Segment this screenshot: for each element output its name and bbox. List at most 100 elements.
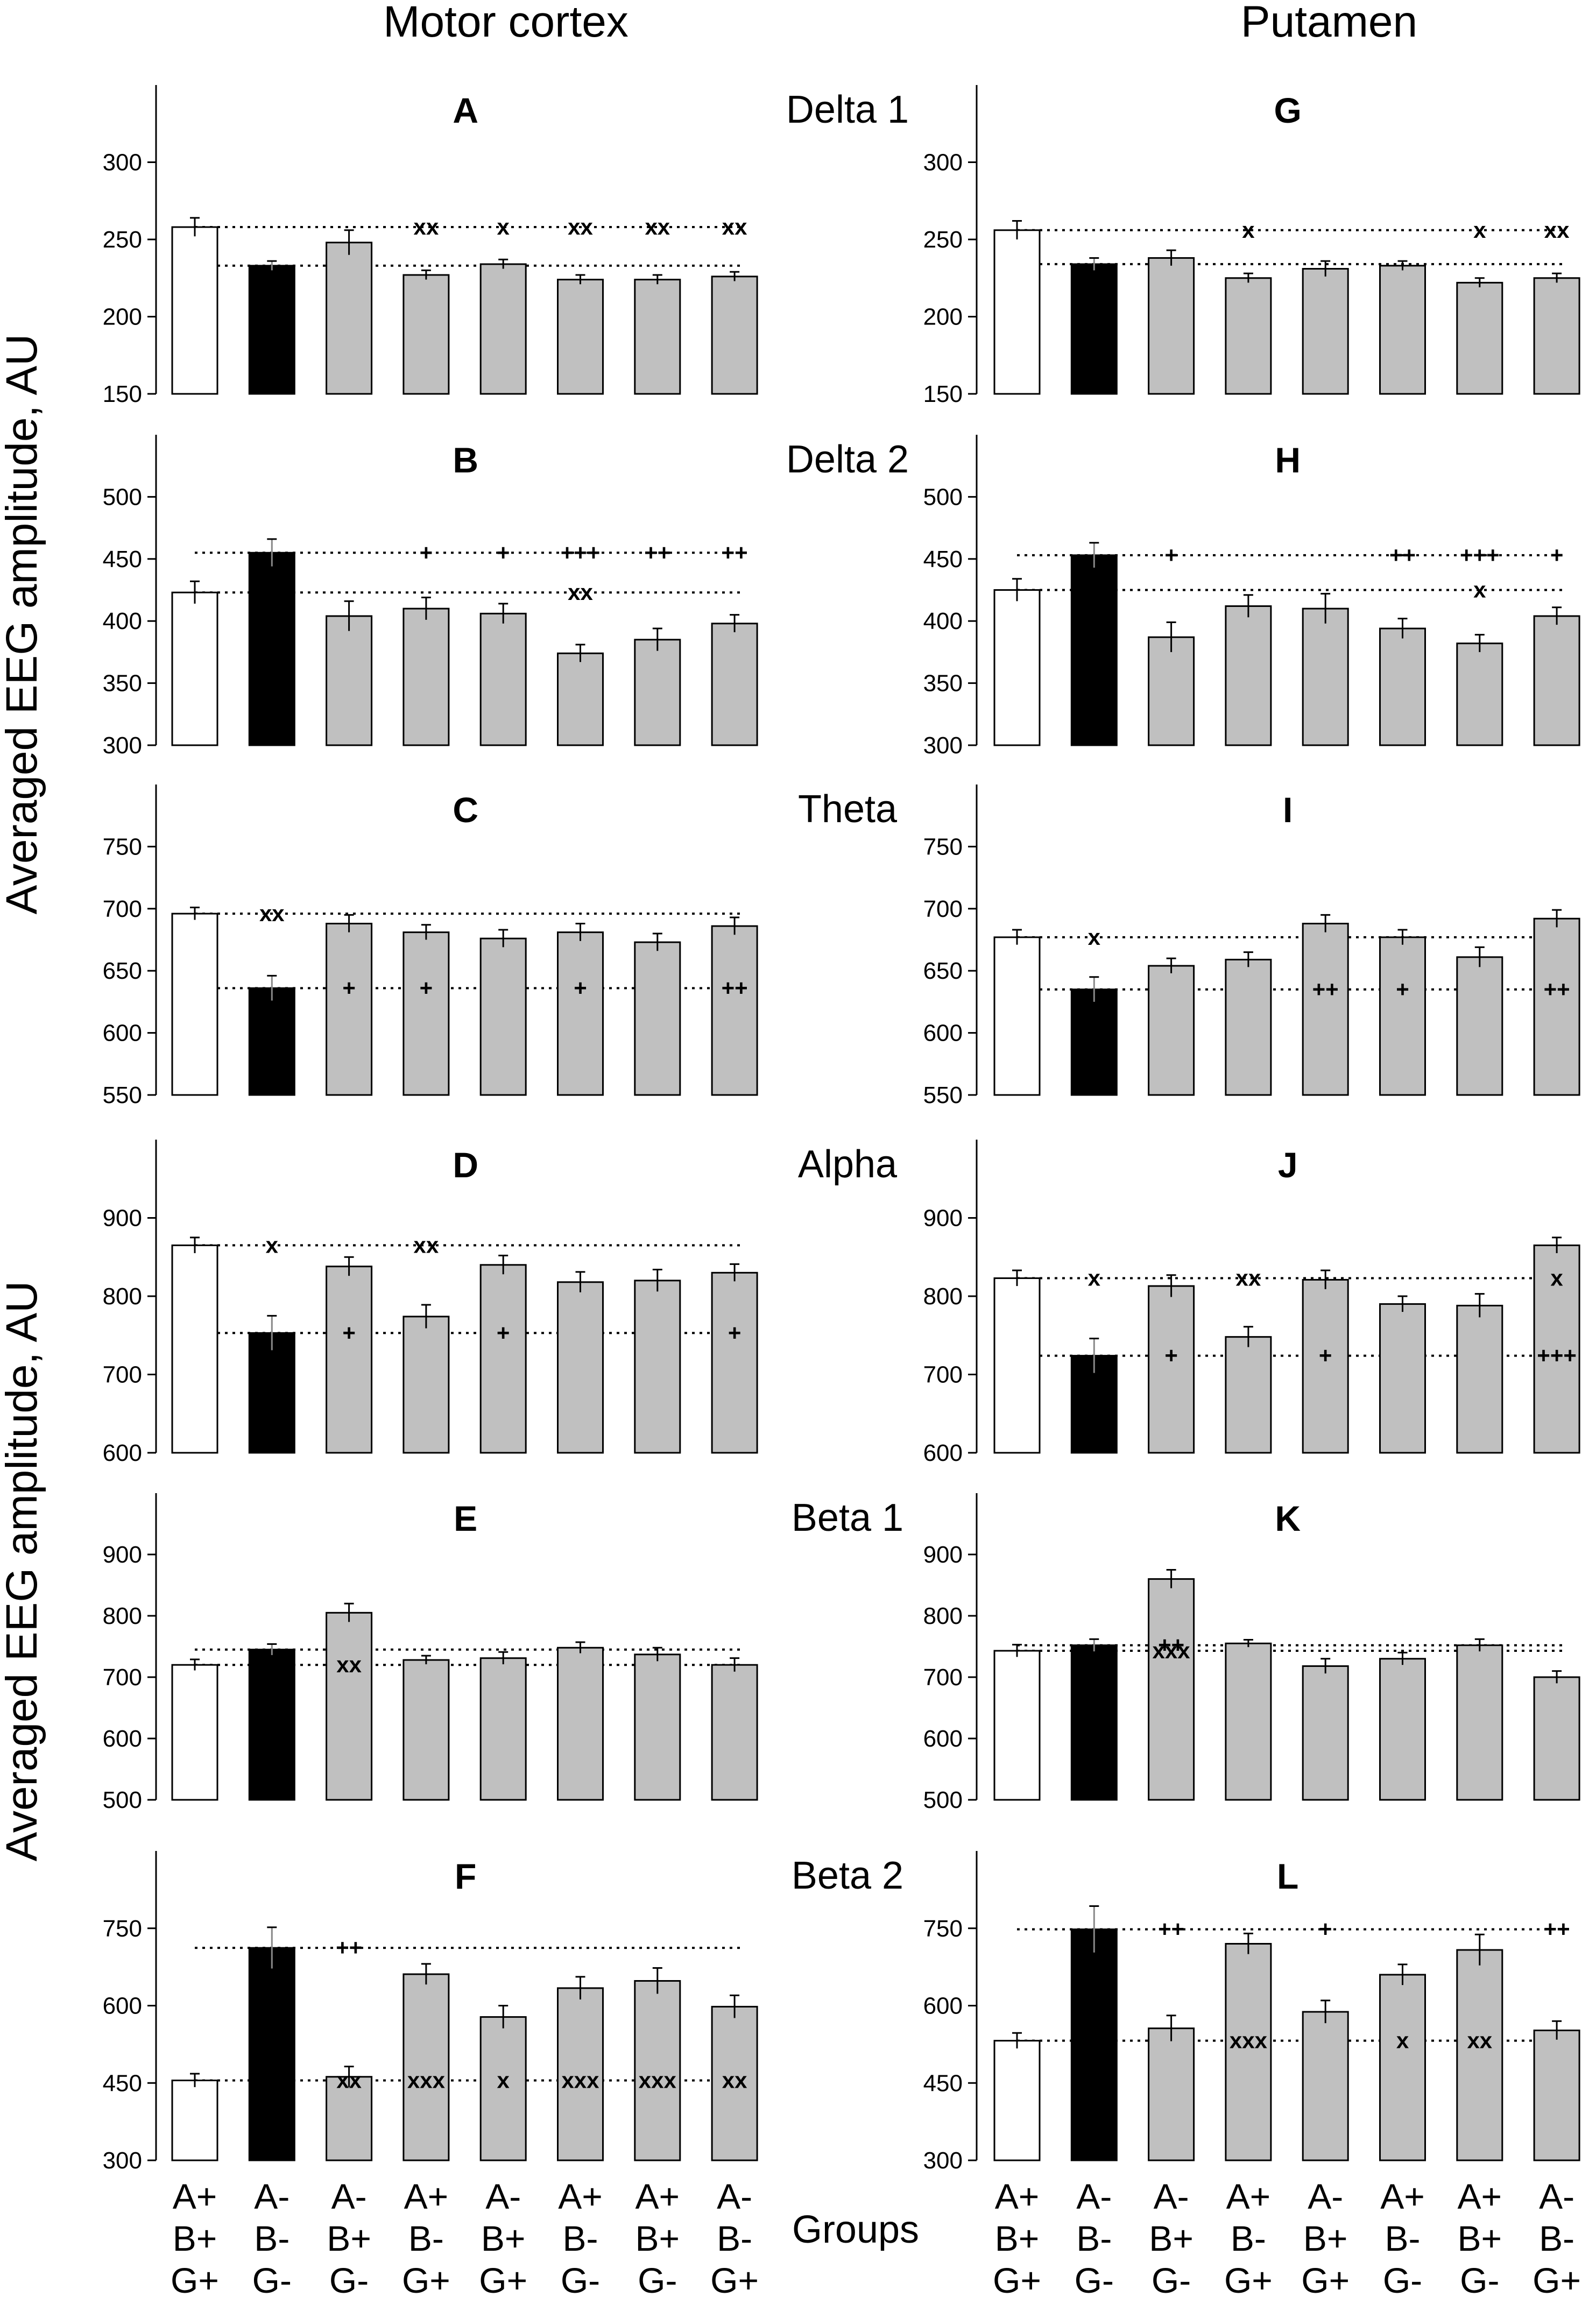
- significance-mark: x: [1550, 1266, 1563, 1291]
- bar: [711, 275, 758, 395]
- y-tick-label: 600: [103, 1726, 142, 1752]
- bar: [171, 1244, 218, 1454]
- bar: [634, 1280, 681, 1454]
- y-tick-label: 800: [103, 1603, 142, 1629]
- significance-mark: +: [728, 1320, 741, 1345]
- bar: [1302, 268, 1349, 395]
- group-label: A+: [558, 2176, 603, 2216]
- bar: [479, 612, 527, 746]
- y-tick-label: 250: [923, 227, 963, 253]
- significance-mark: +: [342, 1320, 356, 1345]
- group-label: A-: [717, 2176, 752, 2216]
- bar: [326, 242, 373, 395]
- significance-mark: +: [497, 1320, 510, 1345]
- group-label: G-: [1460, 2260, 1499, 2300]
- significance-mark: xx: [568, 214, 593, 239]
- group-label: B+: [995, 2218, 1040, 2258]
- bar: [1070, 1928, 1118, 2161]
- y-tick-label: 750: [103, 1916, 142, 1942]
- y-tick-label: 300: [923, 150, 963, 176]
- bar: [993, 589, 1041, 746]
- right-column-title: Putamen: [1241, 0, 1417, 46]
- significance-mark: ++: [1389, 542, 1416, 568]
- y-tick-label: 200: [923, 304, 963, 330]
- significance-mark: xx: [336, 1652, 362, 1677]
- group-label: B-: [1539, 2218, 1574, 2258]
- significance-mark: xxx: [253, 2067, 291, 2093]
- bar: [557, 931, 604, 1096]
- bar: [1070, 1644, 1118, 1801]
- bar: [171, 2079, 218, 2161]
- significance-mark: +: [1550, 542, 1564, 568]
- significance-mark: xx: [1544, 217, 1570, 243]
- y-tick-label: 350: [923, 670, 963, 697]
- bar: [171, 1664, 218, 1801]
- bar: [402, 1316, 450, 1454]
- bar: [1225, 1642, 1272, 1801]
- significance-mark: +: [1164, 542, 1178, 568]
- bar: [1070, 988, 1118, 1096]
- significance-mark: ++: [722, 976, 748, 1001]
- y-tick-label: 700: [103, 1664, 142, 1691]
- significance-mark: +++: [1537, 1343, 1577, 1368]
- y-tick-label: 600: [923, 1726, 963, 1752]
- significance-mark: xxx: [639, 2067, 677, 2093]
- y-tick-label: 450: [103, 546, 142, 573]
- panel-letter: J: [1278, 1145, 1298, 1185]
- group-label: A-: [485, 2176, 521, 2216]
- panel-letter: D: [453, 1145, 478, 1185]
- bar: [402, 607, 450, 746]
- y-tick-label: 500: [923, 1787, 963, 1813]
- bar: [1379, 936, 1426, 1096]
- significance-mark: +: [574, 976, 587, 1001]
- y-tick-label: 700: [923, 1362, 963, 1388]
- group-label: B+: [173, 2218, 217, 2258]
- group-label: B+: [327, 2218, 371, 2258]
- y-tick-label: 500: [923, 484, 963, 510]
- significance-mark: +: [1319, 1343, 1332, 1368]
- bar: [1148, 2027, 1195, 2161]
- bar: [1148, 257, 1195, 395]
- bar: [634, 941, 681, 1096]
- bar: [1456, 1644, 1503, 1801]
- panel-letter: F: [455, 1856, 476, 1896]
- significance-mark: +++: [561, 540, 601, 565]
- bar: [1379, 1658, 1426, 1801]
- group-label: G+: [402, 2260, 450, 2300]
- significance-mark: ++: [1544, 1917, 1570, 1942]
- bar: [171, 226, 218, 395]
- y-tick-label: 400: [103, 608, 142, 634]
- bar: [171, 591, 218, 746]
- bar: [1148, 1285, 1195, 1454]
- bar: [402, 1973, 450, 2161]
- y-tick-label: 900: [923, 1205, 963, 1232]
- panel-letter: I: [1283, 790, 1293, 830]
- bar: [711, 1664, 758, 1801]
- bar: [1456, 642, 1503, 746]
- bar: [248, 265, 295, 395]
- group-label: A+: [1380, 2176, 1425, 2216]
- bar: [634, 1653, 681, 1801]
- group-label: G-: [1075, 2260, 1114, 2300]
- significance-mark: x: [266, 1232, 279, 1257]
- y-tick-label: 300: [103, 2147, 142, 2174]
- group-label: A+: [635, 2176, 680, 2216]
- bar: [1379, 265, 1426, 395]
- group-label: G+: [1224, 2260, 1273, 2300]
- bar: [326, 2076, 373, 2161]
- group-label: G+: [710, 2260, 759, 2300]
- group-label: G-: [1383, 2260, 1422, 2300]
- group-label: B+: [635, 2218, 680, 2258]
- y-tick-label: 600: [923, 1020, 963, 1047]
- bar: [1225, 605, 1272, 746]
- group-label: A-: [1308, 2176, 1343, 2216]
- group-label: A-: [254, 2176, 289, 2216]
- band-title: Delta 1: [786, 88, 909, 131]
- y-tick-label: 600: [103, 1993, 142, 2019]
- bar: [1225, 958, 1272, 1096]
- significance-mark: ++: [1544, 977, 1570, 1002]
